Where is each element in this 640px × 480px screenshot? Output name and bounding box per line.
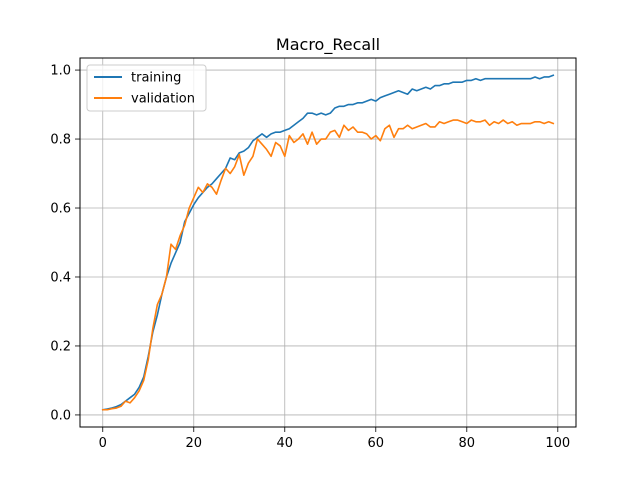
series-line-validation (101, 119, 555, 411)
legend-label-validation: validation (131, 92, 195, 107)
x-tick-label: 80 (459, 436, 476, 451)
series-line-training (101, 74, 555, 411)
x-tick-label: 60 (368, 436, 385, 451)
y-tick-label: 0.4 (50, 270, 71, 285)
y-axis-ticks: 0.0 0.2 0.4 0.6 0.8 1.0 (50, 64, 80, 423)
y-tick-label: 0.8 (50, 133, 71, 148)
chart-title: Macro_Recall (276, 35, 380, 55)
y-tick-label: 1.0 (50, 64, 71, 79)
x-tick-label: 100 (545, 436, 570, 451)
legend-label-training: training (131, 71, 181, 86)
series-lines (101, 74, 555, 411)
x-tick-label: 0 (99, 436, 107, 451)
legend: training validation (86, 64, 207, 112)
x-tick-label: 40 (276, 436, 293, 451)
x-tick-label: 20 (185, 436, 202, 451)
y-tick-label: 0.2 (50, 339, 71, 354)
y-tick-label: 0.0 (50, 408, 71, 423)
x-axis-ticks: 0 20 40 60 80 100 (99, 427, 570, 451)
plot-area-frame (79, 57, 577, 428)
y-tick-label: 0.6 (50, 202, 71, 217)
